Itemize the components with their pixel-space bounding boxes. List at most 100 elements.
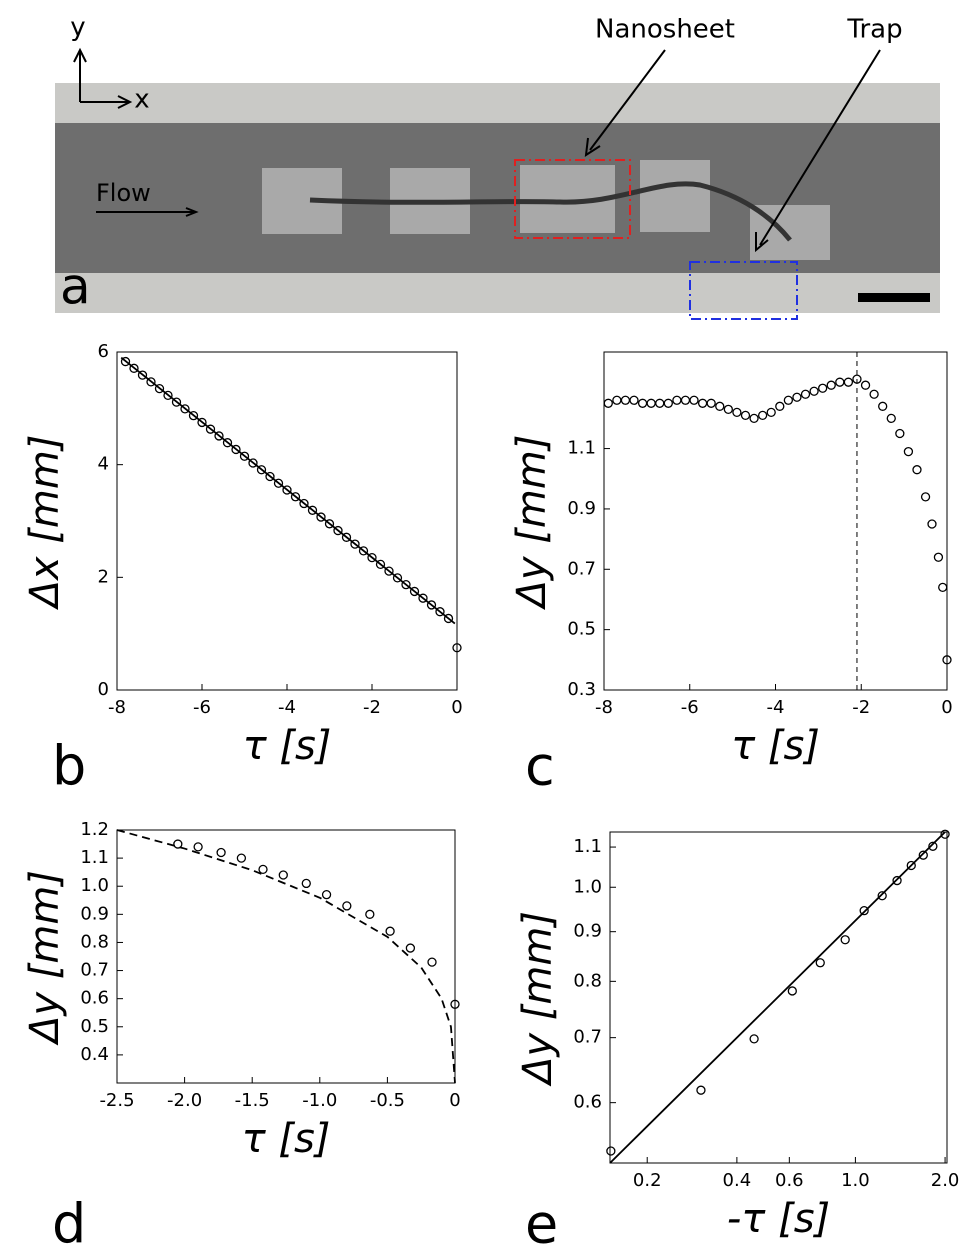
x-tick-label: -6 [193, 697, 211, 718]
data-point [350, 539, 360, 549]
data-point [129, 363, 139, 373]
data-point [928, 841, 938, 851]
x-tick-label: 0.2 [633, 1170, 662, 1191]
scale-bar [858, 293, 930, 302]
data-point [689, 395, 699, 405]
fit-line [609, 831, 946, 1164]
data-point [341, 532, 352, 542]
trap-label: Trap [846, 15, 902, 45]
data-point [248, 458, 258, 468]
data-point [815, 958, 825, 968]
data-point [385, 926, 395, 936]
fit-line [116, 829, 456, 1084]
y-tick-label: 0.6 [573, 1092, 602, 1113]
arrows [73, 47, 881, 253]
data-point [365, 909, 375, 919]
panel-label: d [52, 1193, 86, 1249]
data-point [120, 356, 131, 367]
data-point [401, 580, 411, 590]
y-tick-label: 0.5 [567, 619, 596, 640]
data-point [869, 389, 879, 399]
data-point [646, 398, 656, 408]
data-point [840, 935, 850, 945]
fit-line [120, 356, 456, 625]
y-tick-label: 0.9 [80, 903, 109, 924]
data-point [154, 383, 165, 394]
x-axis-label: τ [s] [731, 723, 820, 769]
data-point [920, 492, 931, 502]
x-tick-label: 0.4 [723, 1170, 752, 1191]
data-point [612, 395, 622, 405]
data-point [655, 398, 665, 408]
y-tick-label: 1.1 [567, 438, 596, 459]
data-point [680, 395, 691, 405]
x-tick-label: 0 [451, 697, 462, 718]
y-tick-label: 6 [98, 341, 109, 362]
data-point [775, 401, 785, 411]
y-axis-label: Δy [mm] [509, 435, 555, 611]
x-tick-label: -1.0 [302, 1090, 337, 1111]
x-axis-label: τ [s] [242, 1116, 331, 1162]
data-point [301, 878, 311, 889]
x-tick-label: -4 [767, 697, 785, 718]
data-point [860, 380, 871, 390]
data-point [435, 607, 445, 617]
x-tick-label: -2.5 [99, 1090, 134, 1111]
x-tick-label: -8 [595, 697, 613, 718]
data-point [324, 519, 335, 529]
data-point [766, 407, 776, 418]
data-point [367, 552, 377, 563]
data-point [214, 431, 224, 441]
data-point [809, 386, 819, 396]
trap-box [689, 261, 798, 320]
data-point [663, 398, 673, 408]
data-point [384, 566, 394, 576]
data-point [333, 525, 343, 536]
data-point [706, 398, 716, 408]
x-tick-label: -2 [852, 697, 870, 718]
data-point [409, 586, 420, 597]
y-tick-label: 1.1 [573, 836, 602, 857]
data-point [222, 438, 233, 448]
y-tick-label: 2 [98, 566, 109, 587]
data-point [918, 850, 928, 860]
data-point [392, 573, 403, 583]
data-point [231, 444, 241, 455]
data-point [826, 380, 836, 390]
y-tick-label: 0.3 [567, 679, 596, 700]
data-point [316, 512, 326, 522]
data-point [205, 424, 216, 434]
data-point [180, 404, 190, 414]
nanosheet-label: Nanosheet [595, 15, 735, 45]
plot-frame [116, 351, 458, 691]
y-tick-label: 4 [98, 454, 109, 475]
data-point [852, 374, 862, 384]
x-tick-label: 2.0 [931, 1170, 960, 1191]
x-tick-label: -4 [278, 697, 296, 718]
data-point [933, 552, 944, 562]
nanosheet-box [514, 159, 631, 239]
data-point [405, 943, 416, 953]
y-tick-label: 0.7 [573, 1027, 602, 1048]
plot-frame [116, 829, 456, 1084]
data-point [938, 582, 948, 593]
data-point [927, 519, 937, 529]
data-point [942, 655, 952, 665]
data-point [620, 395, 631, 405]
data-point [723, 404, 733, 414]
data-point [877, 891, 887, 901]
data-point [697, 398, 708, 408]
data-point [137, 370, 148, 380]
data-point [450, 999, 460, 1009]
data-point [783, 395, 794, 405]
y-axis-label: Δx [mm] [22, 435, 68, 611]
data-point [256, 465, 267, 475]
data-point [835, 377, 845, 387]
data-point [906, 860, 916, 871]
data-point [715, 401, 725, 411]
photo-panel: y x Flow Nanosheet Trap a [55, 13, 940, 320]
y-tick-label: 1.1 [80, 847, 109, 868]
y-tick-label: 0.7 [567, 558, 596, 579]
y-tick-label: 0.4 [80, 1044, 109, 1065]
